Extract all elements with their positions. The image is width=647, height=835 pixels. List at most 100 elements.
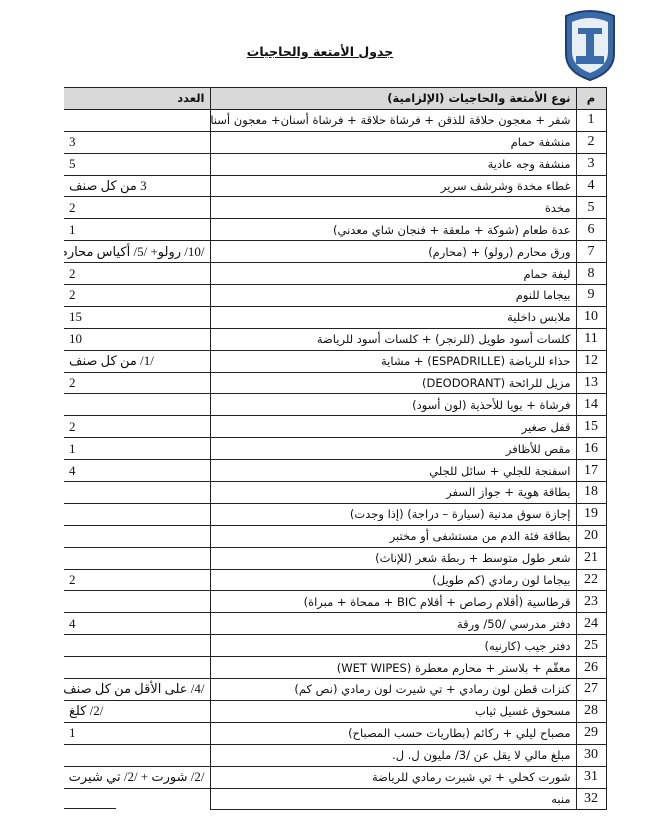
row-number: 3 xyxy=(575,152,607,176)
row-item: حذاء للرياضة (ESPADRILLE) + مشاية xyxy=(209,349,577,373)
row-number: 9 xyxy=(575,284,607,307)
table-row: 32 منبه xyxy=(64,787,607,811)
table-row: 9 بيجاما للنوم 2 xyxy=(64,284,607,307)
row-number: 10 xyxy=(575,305,607,329)
table-row: 8 ليفة حمام 2 xyxy=(64,262,607,286)
table-row: 16 مقص للأظافر 1 xyxy=(64,437,607,461)
table-row: 29 مصباح ليلي + ركائم (بطاريات حسب المصبا… xyxy=(64,721,607,745)
table-row: 1 شفر + معجون حلاقة للذقن + فرشاة حلاقة +… xyxy=(64,108,607,132)
row-number: 30 xyxy=(575,743,607,767)
table-row: 17 اسفنجة للجلي + سائل للجلي 4 xyxy=(64,459,607,483)
table-row: 2 منشفة حمام 3 xyxy=(64,130,607,154)
row-number: 19 xyxy=(575,502,607,526)
row-number: 31 xyxy=(575,765,607,789)
row-item: مخدة xyxy=(209,196,577,220)
row-item: بيجاما لون رمادي (كم طويل) xyxy=(209,568,577,592)
row-item: غطاء مخدة وشرشف سرير xyxy=(209,174,577,198)
row-count: 1 xyxy=(64,721,211,745)
row-item: قرطاسية (أقلام رصاص + أقلام BIC + ممحاة … xyxy=(209,590,577,614)
header-item: نوع الأمتعة والحاجيات (الإلزامية) xyxy=(209,87,577,110)
row-item: شورت كحلي + تي شيرت رمادي للرياضة xyxy=(209,765,577,789)
table-row: 6 عدة طعام (شوكة + ملعقة + فنجان شاي معدن… xyxy=(64,218,607,242)
row-number: 32 xyxy=(575,787,607,811)
row-item: ورق محارم (رولو) + (محارم) xyxy=(209,240,577,264)
table-row: 7 ورق محارم (رولو) + (محارم)/10/ رولو+ /5… xyxy=(64,240,607,264)
emblem-logo xyxy=(565,10,615,82)
row-number: 11 xyxy=(575,327,607,351)
row-number: 16 xyxy=(575,437,607,461)
table-row: 28 مسحوق غسيل ثياب/2/ كلغ xyxy=(64,699,607,723)
row-count: 2 xyxy=(64,371,211,395)
row-count: /4/ على الأقل من كل صنف xyxy=(64,678,211,701)
row-count xyxy=(64,524,211,548)
row-count xyxy=(64,502,211,526)
row-count xyxy=(64,590,211,614)
row-count: 2 xyxy=(64,196,211,220)
row-count xyxy=(64,108,211,132)
row-item: منشفة حمام xyxy=(209,130,577,154)
row-count: 2 xyxy=(64,415,211,439)
table-row: 10 ملابس داخلية 15 xyxy=(64,305,607,329)
table-row: 5 مخدة 2 xyxy=(64,196,607,220)
row-number: 8 xyxy=(575,262,607,286)
table-row: 13 مزيل للرائحة (DEODORANT) 2 xyxy=(64,371,607,395)
row-item: دفتر جيب (كارنيه) xyxy=(209,634,577,658)
row-count: 4 xyxy=(64,612,211,636)
row-item: بيجاما للنوم xyxy=(209,284,577,307)
row-count: 15 xyxy=(64,305,211,329)
table-row: 14 فرشاة + بويا للأحذية (لون أسود) xyxy=(64,393,607,417)
row-number: 22 xyxy=(575,568,607,592)
table-row: 11 كلسات أسود طويل (للرنجر) + كلسات أسود … xyxy=(64,327,607,351)
header-count: العدد xyxy=(64,87,211,110)
row-count: /10/ رولو+ /5/ أكياس محارم xyxy=(64,240,211,264)
table-row: 22 بيجاما لون رمادي (كم طويل) 2 xyxy=(64,568,607,592)
row-item: منشفة وجه عادية xyxy=(209,152,577,176)
row-item: مبلغ مالي لا يقل عن /3/ مليون ل. ل. xyxy=(209,743,577,767)
row-number: 25 xyxy=(575,634,607,658)
table-row: 18 بطاقة هوية + جواز السفر xyxy=(64,481,607,504)
row-number: 24 xyxy=(575,612,607,636)
row-number: 18 xyxy=(575,481,607,504)
row-count: /2/ كلغ xyxy=(64,699,211,723)
row-item: دفتر مدرسي /50/ ورقة xyxy=(209,612,577,636)
row-number: 5 xyxy=(575,196,607,220)
row-count xyxy=(64,787,211,810)
row-item: شفر + معجون حلاقة للذقن + فرشاة حلاقة + … xyxy=(209,108,577,132)
row-number: 21 xyxy=(575,546,607,570)
row-count xyxy=(64,393,211,417)
row-count: /2/ شورت + /2/ تي شيرت xyxy=(64,765,211,789)
table-row: 4 غطاء مخدة وشرشف سرير 3 من كل صنف xyxy=(64,174,607,198)
table-row: 15 قفل صغير 2 xyxy=(64,415,607,439)
row-count: 10 xyxy=(64,327,211,351)
table-row: 21 شعر طول متوسط + ربطة شعر (للإناث) xyxy=(64,546,607,570)
row-number: 12 xyxy=(575,349,607,373)
table-bottom-line xyxy=(64,808,116,809)
row-item: كنزات قطن لون رمادي + تي شيرت لون رمادي … xyxy=(209,678,577,701)
row-count: 3 xyxy=(64,130,211,154)
row-number: 29 xyxy=(575,721,607,745)
row-item: فرشاة + بويا للأحذية (لون أسود) xyxy=(209,393,577,417)
row-item: بطاقة هوية + جواز السفر xyxy=(209,481,577,504)
table-row: 19 إجازة سوق مدنية (سيارة – دراجة) (إذا و… xyxy=(64,502,607,526)
row-number: 20 xyxy=(575,524,607,548)
row-item: عدة طعام (شوكة + ملعقة + فنجان شاي معدني… xyxy=(209,218,577,242)
row-number: 23 xyxy=(575,590,607,614)
row-number: 6 xyxy=(575,218,607,242)
row-number: 28 xyxy=(575,699,607,723)
table-header-row: م نوع الأمتعة والحاجيات (الإلزامية) العد… xyxy=(64,87,607,110)
row-number: 26 xyxy=(575,656,607,680)
row-count: 2 xyxy=(64,262,211,286)
table-row: 26 معقّم + بلاستر + محارم معطرة (WET WIPE… xyxy=(64,656,607,680)
row-count xyxy=(64,481,211,504)
row-count xyxy=(64,656,211,680)
row-item: شعر طول متوسط + ربطة شعر (للإناث) xyxy=(209,546,577,570)
table-row: 24 دفتر مدرسي /50/ ورقة 4 xyxy=(64,612,607,636)
row-number: 15 xyxy=(575,415,607,439)
row-count: 3 من كل صنف xyxy=(64,174,211,198)
row-count xyxy=(64,634,211,658)
row-count: 4 xyxy=(64,459,211,483)
row-item: ليفة حمام xyxy=(209,262,577,286)
row-number: 7 xyxy=(575,240,607,264)
row-count: 1 xyxy=(64,437,211,461)
table-row: 27 كنزات قطن لون رمادي + تي شيرت لون رماد… xyxy=(64,678,607,701)
